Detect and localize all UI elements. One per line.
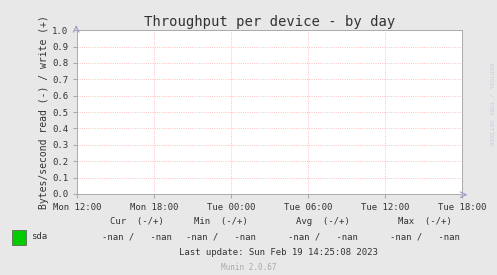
Text: sda: sda bbox=[31, 232, 47, 241]
Title: Throughput per device - by day: Throughput per device - by day bbox=[144, 15, 395, 29]
Text: -nan /   -nan: -nan / -nan bbox=[102, 232, 171, 241]
Text: Avg  (-/+): Avg (-/+) bbox=[296, 217, 350, 226]
Text: Max  (-/+): Max (-/+) bbox=[398, 217, 452, 226]
Text: -nan /   -nan: -nan / -nan bbox=[390, 232, 460, 241]
Text: -nan /   -nan: -nan / -nan bbox=[288, 232, 358, 241]
Text: -nan /   -nan: -nan / -nan bbox=[186, 232, 256, 241]
Text: RRDTOOL / TOBI OETIKER: RRDTOOL / TOBI OETIKER bbox=[489, 63, 494, 146]
Text: Min  (-/+): Min (-/+) bbox=[194, 217, 248, 226]
Text: Munin 2.0.67: Munin 2.0.67 bbox=[221, 263, 276, 272]
Y-axis label: Bytes/second read (-) / write (+): Bytes/second read (-) / write (+) bbox=[39, 15, 49, 209]
Text: Last update: Sun Feb 19 14:25:08 2023: Last update: Sun Feb 19 14:25:08 2023 bbox=[179, 248, 378, 257]
Text: Cur  (-/+): Cur (-/+) bbox=[110, 217, 164, 226]
